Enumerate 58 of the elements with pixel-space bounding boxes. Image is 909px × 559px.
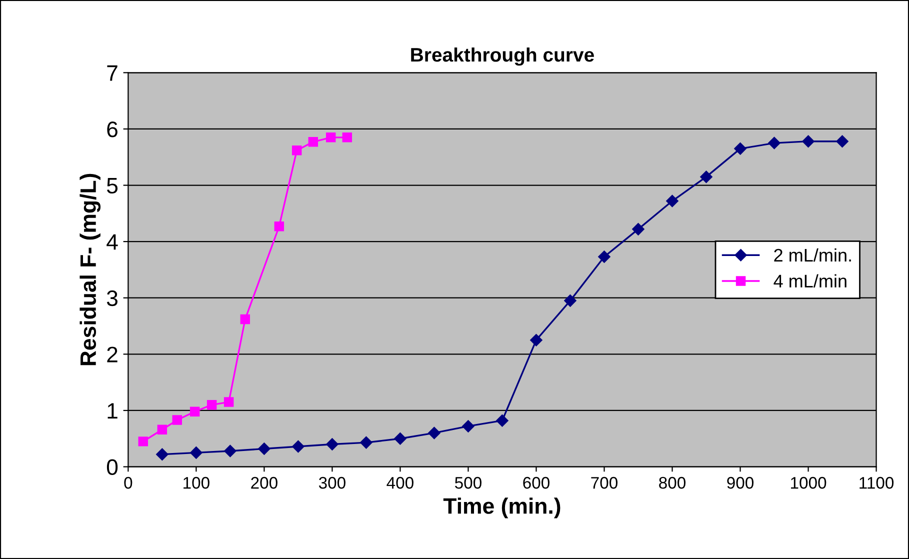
point: [308, 137, 318, 147]
point: [156, 448, 168, 460]
x-tick-label: 700: [591, 476, 618, 489]
x-tick-label: 500: [454, 476, 482, 489]
point: [224, 397, 234, 407]
x-tick-label: 0: [124, 476, 132, 489]
x-axis-title: Time (min.): [443, 498, 560, 518]
point: [138, 436, 148, 446]
point: [292, 146, 302, 156]
y-tick-label: 5: [106, 178, 118, 194]
point: [342, 132, 352, 142]
point: [394, 432, 406, 445]
point: [190, 446, 202, 459]
y-tick-label: 3: [106, 290, 118, 306]
y-tick-label: 0: [106, 459, 118, 476]
point: [224, 444, 236, 458]
point: [326, 438, 338, 450]
point: [292, 440, 304, 453]
point: [240, 314, 250, 324]
y-tick-label: 7: [107, 65, 118, 81]
x-tick-label: 900: [727, 476, 754, 489]
x-tick-label: 200: [251, 476, 278, 489]
y-tick-label: 1: [108, 403, 118, 419]
point: [598, 250, 610, 263]
x-tick-label: 600: [523, 476, 550, 489]
point: [530, 334, 542, 346]
point: [172, 415, 182, 425]
x-tick-label: 1100: [860, 476, 894, 489]
point: [836, 135, 848, 148]
y-tick-label: 2: [107, 346, 118, 362]
point: [700, 170, 712, 183]
point: [206, 400, 217, 410]
x-tick-label: 800: [659, 476, 686, 489]
point: [802, 135, 814, 148]
point: [666, 194, 678, 208]
point: [462, 420, 474, 432]
x-tick-label: 400: [386, 476, 414, 489]
x-tick-label: 1000: [791, 476, 826, 489]
point: [632, 223, 644, 236]
y-tick-label: 6: [107, 122, 118, 138]
y-axis-title: Residual F- (mg/L): [80, 174, 101, 366]
point: [258, 442, 270, 455]
x-tick-label: 100: [184, 476, 210, 489]
point: [360, 436, 372, 449]
x-tick-label: 300: [318, 476, 346, 489]
point: [564, 294, 576, 307]
chart-title: Breakthrough curve: [411, 47, 594, 66]
legend-label: 2 mL/min.: [774, 248, 851, 262]
y-tick-label: 4: [106, 234, 118, 250]
point: [326, 132, 336, 142]
point: [274, 222, 284, 232]
legend-label: 4 mL/min: [774, 274, 846, 288]
point: [734, 142, 746, 155]
point: [496, 414, 508, 427]
point: [428, 426, 440, 440]
point: [190, 406, 200, 416]
point: [768, 136, 780, 150]
point: [157, 424, 168, 434]
